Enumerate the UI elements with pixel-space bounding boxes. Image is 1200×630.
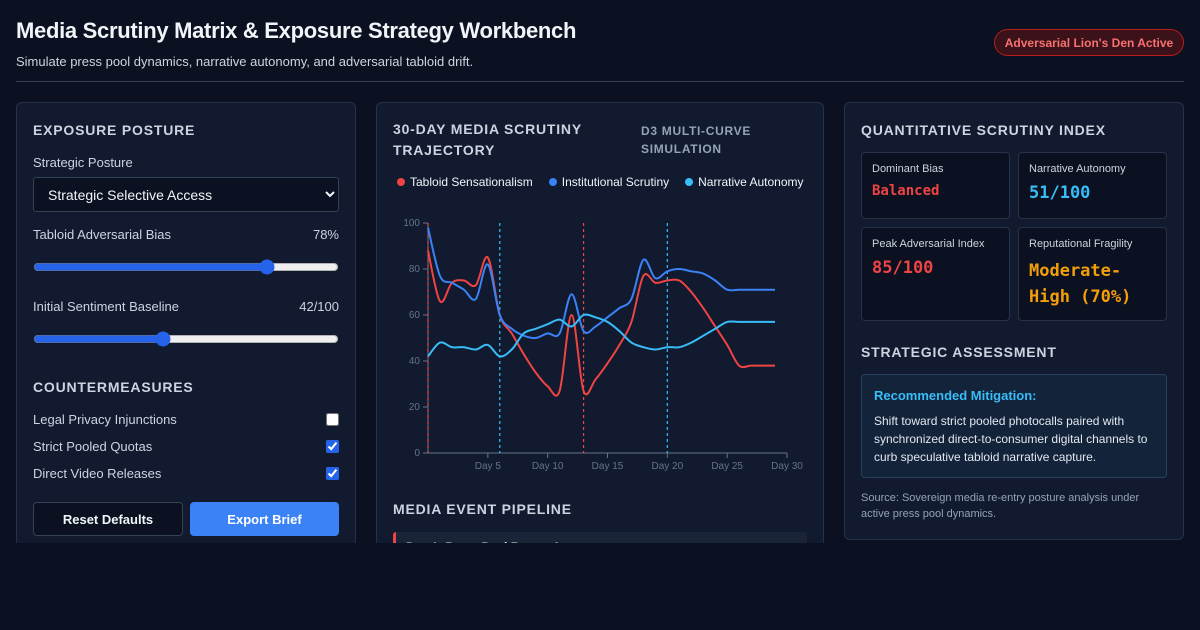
chart-legend: Tabloid Sensationalism Institutional Scr…: [397, 175, 804, 189]
video-releases-checkbox[interactable]: [326, 467, 339, 480]
x-tick-label: Day 25: [711, 461, 743, 472]
chart-title: 30-DAY MEDIA SCRUTINY TRAJECTORY: [393, 121, 582, 158]
export-brief-button[interactable]: Export Brief: [190, 502, 339, 536]
sentiment-label: Initial Sentiment Baseline: [33, 299, 179, 314]
metric-card: Peak Adversarial Index 85/100: [861, 227, 1010, 321]
pipeline-title: MEDIA EVENT PIPELINE: [393, 501, 572, 517]
countermeasures-title: COUNTERMEASURES: [33, 379, 194, 395]
legend-dot-icon: [685, 178, 694, 186]
countermeasure-label: Strict Pooled Quotas: [33, 439, 153, 454]
exposure-panel: EXPOSURE POSTURE Strategic Posture Strat…: [16, 102, 356, 543]
legend-item: Institutional Scrutiny: [548, 175, 670, 189]
scrutiny-index-panel: QUANTITATIVE SCRUTINY INDEX Dominant Bia…: [844, 102, 1184, 540]
mitigation-text: Shift toward strict pooled photocalls pa…: [874, 414, 1148, 464]
metric-label: Reputational Fragility: [1029, 238, 1133, 250]
bias-label: Tabloid Adversarial Bias: [33, 227, 172, 242]
status-badge: Adversarial Lion's Den Active: [994, 29, 1184, 56]
metric-label: Dominant Bias: [872, 163, 944, 175]
legend-item: Tabloid Sensationalism: [397, 175, 533, 189]
x-tick-label: Day 15: [592, 461, 624, 472]
mitigation-title: Recommended Mitigation:: [874, 388, 1037, 403]
legend-label: Tabloid Sensationalism: [410, 175, 533, 189]
series-line-institutional-scrutiny: [427, 227, 776, 340]
sentiment-slider[interactable]: [33, 331, 339, 347]
metric-card: Dominant Bias Balanced: [861, 152, 1010, 219]
pipeline-event[interactable]: Day 1: Press Pool Return Announcement: [393, 532, 807, 543]
metric-label: Peak Adversarial Index: [872, 238, 985, 250]
source-note: Source: Sovereign media re-entry posture…: [861, 492, 1140, 520]
posture-select[interactable]: Strategic Selective Access: [33, 177, 339, 212]
metric-label: Narrative Autonomy: [1029, 163, 1126, 175]
page-subtitle: Simulate press pool dynamics, narrative …: [16, 54, 474, 69]
legend-item: Narrative Autonomy: [685, 175, 804, 189]
legend-dot-icon: [397, 178, 405, 186]
x-tick-label: Day 30: [771, 461, 803, 472]
exposure-posture-title: EXPOSURE POSTURE: [33, 122, 196, 138]
reset-defaults-button[interactable]: Reset Defaults: [33, 502, 183, 536]
metric-value: Moderate-High (70%): [1029, 261, 1132, 307]
legend-label: Institutional Scrutiny: [561, 175, 670, 189]
trajectory-panel: 30-DAY MEDIA SCRUTINY TRAJECTORY D3 MULT…: [376, 102, 824, 543]
header-divider: [16, 81, 1184, 82]
header: Media Scrutiny Matrix & Exposure Strateg…: [16, 18, 576, 69]
y-tick-label: 20: [409, 402, 421, 413]
posture-label: Strategic Posture: [33, 155, 133, 170]
metric-value: 51/100: [1029, 183, 1091, 203]
metric-card: Narrative Autonomy 51/100: [1018, 152, 1167, 219]
metric-value: Balanced: [872, 183, 940, 199]
content-viewport[interactable]: EXPOSURE POSTURE Strategic Posture Strat…: [0, 0, 1200, 543]
x-tick-label: Day 20: [651, 461, 683, 472]
y-tick-label: 60: [409, 310, 421, 321]
x-tick-label: Day 10: [532, 461, 564, 472]
assessment-title: STRATEGIC ASSESSMENT: [861, 344, 1057, 360]
legend-label: Narrative Autonomy: [698, 175, 804, 189]
chart-tag: D3 MULTI-CURVE SIMULATION: [641, 124, 752, 156]
y-tick-label: 100: [403, 218, 420, 229]
metric-card: Reputational Fragility Moderate-High (70…: [1018, 227, 1167, 321]
mitigation-box: Recommended Mitigation: Shift toward str…: [861, 374, 1167, 478]
bias-value: 78%: [312, 227, 339, 242]
trajectory-chart: 0 20 40 60 80 100 Day 5 Day 10 Day 15 Day 20 Day 2…: [403, 218, 803, 472]
x-tick-label: Day 5: [475, 461, 502, 472]
pooled-quotas-checkbox[interactable]: [326, 440, 339, 453]
legend-dot-icon: [548, 178, 557, 186]
metric-value: 85/100: [872, 258, 934, 278]
index-title: QUANTITATIVE SCRUTINY INDEX: [861, 122, 1106, 138]
series-line-narrative-autonomy: [427, 313, 776, 358]
y-tick-label: 0: [414, 448, 420, 459]
countermeasure-label: Direct Video Releases: [33, 466, 162, 481]
legal-injunctions-checkbox[interactable]: [326, 413, 339, 426]
y-tick-label: 80: [409, 264, 421, 275]
page-title: Media Scrutiny Matrix & Exposure Strateg…: [16, 18, 577, 43]
bias-slider[interactable]: [33, 259, 339, 275]
series-line-tabloid-sensationalism: [427, 250, 776, 397]
y-tick-label: 40: [409, 356, 421, 367]
countermeasure-label: Legal Privacy Injunctions: [33, 412, 177, 427]
sentiment-value: 42/100: [299, 299, 339, 314]
